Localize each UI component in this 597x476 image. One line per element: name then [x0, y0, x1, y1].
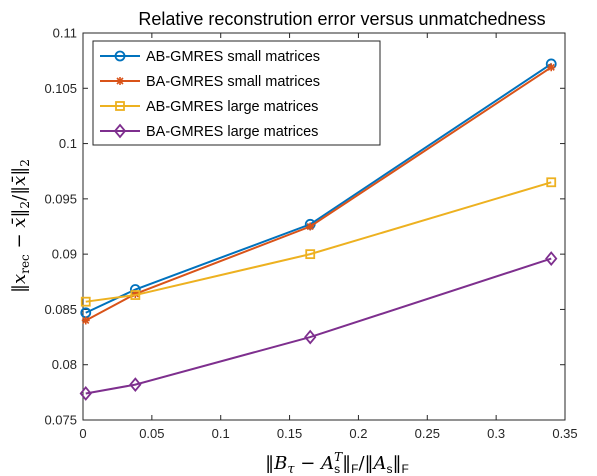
data-point — [305, 249, 316, 260]
data-point — [81, 316, 90, 325]
legend-label: AB-GMRES small matrices — [146, 49, 320, 65]
data-point — [547, 63, 556, 72]
data-point — [306, 222, 315, 231]
chart-title: Relative reconstrution error versus unma… — [138, 9, 545, 29]
data-point — [131, 289, 140, 298]
legend-label: BA-GMRES large matrices — [146, 124, 318, 140]
legend-item: BA-GMRES small matrices — [100, 74, 320, 90]
x-tick-label: 0.25 — [415, 426, 440, 441]
x-tick-label: 0.1 — [212, 426, 230, 441]
y-tick-label: 0.09 — [52, 247, 77, 262]
data-point — [79, 386, 92, 401]
x-axis-label: ‖Bτ − AsT‖F/‖As‖F — [265, 450, 409, 476]
data-point — [80, 296, 91, 307]
data-point — [130, 290, 141, 300]
series-line — [85, 63, 552, 314]
x-tick-label: 0 — [79, 426, 86, 441]
series-layer — [79, 58, 558, 401]
y-axis-label: ‖xrec − x̄‖2/‖x̄‖2 — [9, 159, 32, 293]
series-ab-gmres-large-matrices — [80, 177, 557, 307]
legend-marker — [113, 123, 127, 139]
x-tick-label: 0.15 — [277, 426, 302, 441]
data-point — [304, 329, 317, 345]
x-tick-label: 0.2 — [349, 426, 367, 441]
y-tick-label: 0.075 — [44, 413, 77, 428]
legend-marker — [116, 77, 124, 85]
x-tick-label: 0.35 — [552, 426, 577, 441]
y-tick-label: 0.085 — [44, 302, 77, 317]
data-point — [546, 177, 557, 188]
legend-item: AB-GMRES large matrices — [100, 99, 318, 115]
y-axis: 0.075 0.08 0.085 0.09 0.095 0.1 0.105 0.11 — [44, 26, 565, 428]
y-tick-label: 0.1 — [59, 136, 77, 151]
legend-marker — [114, 50, 126, 62]
data-point — [545, 251, 558, 266]
legend: AB-GMRES small matrices BA-GMRES small ma… — [92, 40, 381, 146]
x-tick-label: 0.3 — [487, 426, 505, 441]
data-point — [129, 377, 142, 393]
legend-label: BA-GMRES small matrices — [146, 74, 320, 90]
series-line — [85, 181, 552, 303]
legend-box — [92, 40, 381, 146]
legend-item: AB-GMRES small matrices — [100, 49, 320, 65]
y-tick-label: 0.11 — [53, 26, 77, 41]
x-axis: 0 0.05 0.1 0.15 0.2 0.25 0.3 0.35 — [79, 33, 578, 441]
y-tick-label: 0.08 — [52, 357, 77, 372]
legend-marker — [115, 101, 125, 111]
series-ba-gmres-large-matrices — [79, 251, 558, 401]
legend-item: BA-GMRES large matrices — [100, 123, 318, 140]
series-line — [85, 66, 552, 322]
legend-label: AB-GMRES large matrices — [146, 99, 318, 115]
x-tick-label: 0.05 — [139, 426, 164, 441]
series-ba-gmres-small-matrices — [81, 63, 556, 325]
y-tick-label: 0.105 — [44, 81, 77, 96]
y-tick-label: 0.095 — [44, 191, 77, 206]
series-line — [85, 257, 552, 395]
